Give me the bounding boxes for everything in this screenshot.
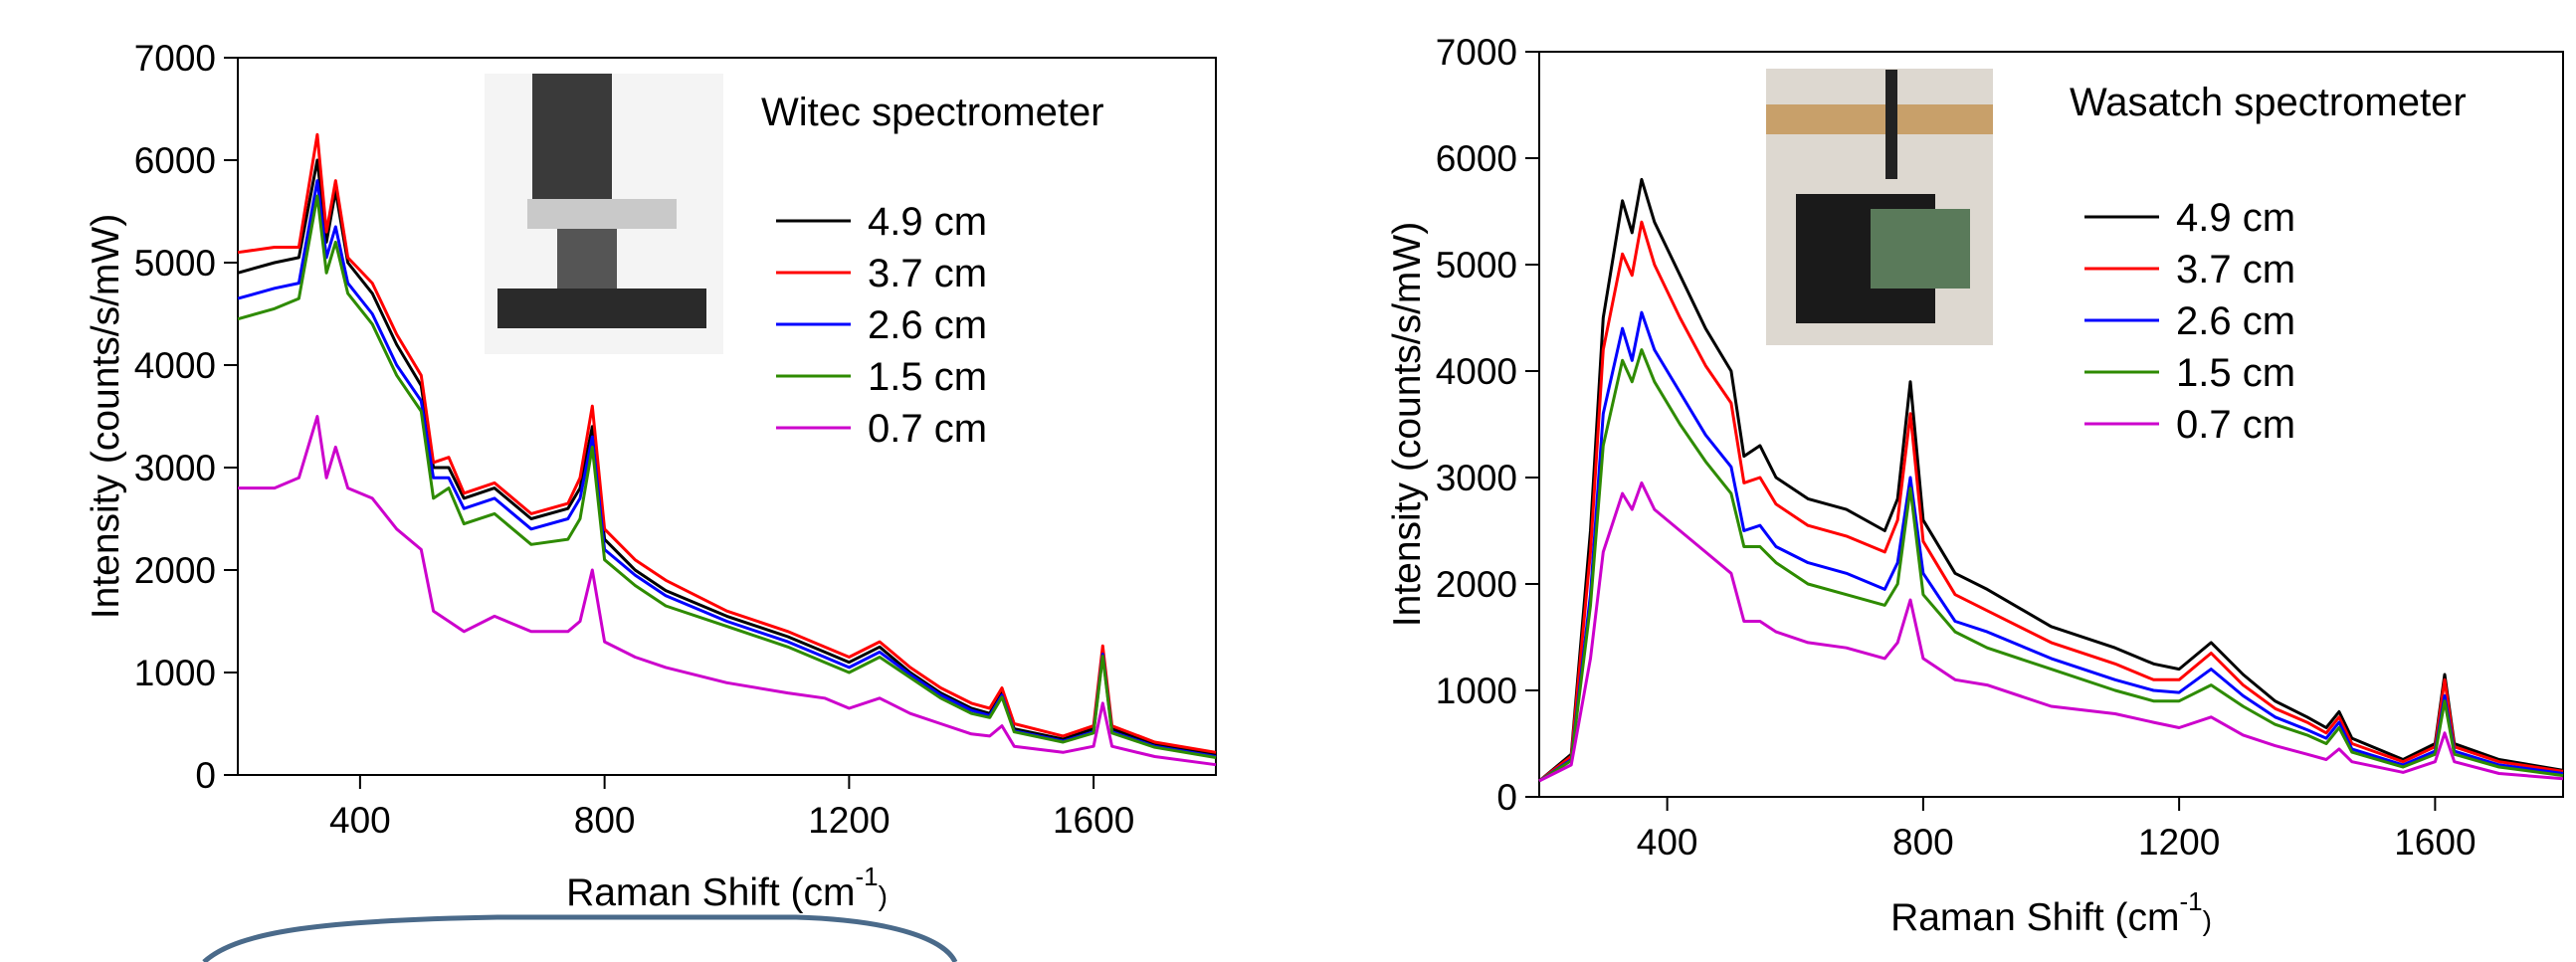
legend-label: 2.6 cm	[2176, 299, 2295, 343]
y-tick-label: 1000	[1436, 671, 1517, 711]
legend-label: 3.7 cm	[868, 252, 987, 295]
legend-label: 2.6 cm	[868, 303, 987, 347]
x-tick-label: 400	[1637, 822, 1698, 863]
y-tick-label: 4000	[1436, 351, 1517, 392]
x-axis-label: Raman Shift (cm-1)	[1890, 886, 2212, 939]
x-axis-label-end: )	[879, 880, 888, 911]
y-tick-label: 0	[195, 755, 216, 796]
x-axis-label-sup: -1	[855, 862, 878, 891]
x-tick-label: 1200	[808, 800, 890, 841]
chart: 0 1000 2000 3000 4000 5000 6000 7000 400 800 1200 1…	[1386, 32, 2564, 939]
series-line	[1538, 310, 2564, 783]
series-line	[237, 158, 1217, 756]
series-line	[1538, 220, 2564, 783]
series-line	[238, 415, 1217, 767]
legend-label: 0.7 cm	[868, 407, 987, 451]
y-tick-label: 7000	[134, 38, 216, 79]
y-axis-label: Intensity (counts/s/mW)	[85, 214, 127, 619]
y-tick-label: 5000	[1436, 245, 1517, 286]
y-tick-label: 0	[1496, 777, 1517, 818]
y-tick-label: 2000	[134, 550, 216, 591]
legend-label: 4.9 cm	[868, 200, 987, 244]
x-tick-label: 400	[329, 800, 391, 841]
x-tick-label: 800	[1892, 822, 1954, 863]
series-line	[1538, 177, 2564, 783]
x-axis-label-text: Raman Shift (cm	[1890, 896, 2179, 939]
x-axis-label-sup: -1	[2179, 886, 2202, 916]
y-tick-label: 4000	[134, 345, 216, 386]
legend-label: 1.5 cm	[868, 355, 987, 399]
x-tick-label: 800	[574, 800, 636, 841]
y-tick-label: 2000	[1436, 564, 1517, 605]
legend-title: Wasatch spectrometer	[2070, 81, 2467, 124]
series-line	[237, 179, 1217, 758]
series-line	[237, 132, 1217, 754]
device-photo	[1766, 69, 1993, 345]
x-axis-label-end: )	[2203, 905, 2212, 936]
legend-label: 4.9 cm	[2176, 196, 2295, 240]
y-tick-label: 6000	[134, 140, 216, 181]
series-line	[1538, 481, 2564, 783]
y-axis-label: Intensity (counts/s/mW)	[1386, 222, 1429, 627]
legend-label: 3.7 cm	[2176, 248, 2295, 291]
y-tick-label: 5000	[134, 243, 216, 284]
legend-title: Witec spectrometer	[761, 91, 1104, 134]
x-axis-label: Raman Shift (cm-1)	[566, 862, 888, 914]
y-tick-label: 1000	[134, 653, 216, 693]
series-line	[1538, 348, 2564, 783]
chart: 0 1000 2000 3000 4000 5000 6000 7000 400 800 1200 1…	[85, 38, 1217, 914]
series-line	[237, 194, 1217, 759]
y-tick-label: 6000	[1436, 138, 1517, 179]
legend-label: 0.7 cm	[2176, 403, 2295, 447]
y-tick-label: 3000	[134, 448, 216, 488]
x-tick-label: 1600	[2394, 822, 2476, 863]
y-tick-label: 7000	[1436, 32, 1517, 73]
plot-frame	[1538, 51, 2564, 798]
plot-frame	[237, 57, 1217, 776]
legend-label: 1.5 cm	[2176, 351, 2295, 395]
decorative-frame	[202, 914, 958, 962]
instrument-photo	[485, 74, 723, 354]
x-axis-label-text: Raman Shift (cm	[566, 871, 855, 914]
x-tick-label: 1200	[2138, 822, 2220, 863]
y-tick-label: 3000	[1436, 458, 1517, 498]
x-tick-label: 1600	[1053, 800, 1134, 841]
